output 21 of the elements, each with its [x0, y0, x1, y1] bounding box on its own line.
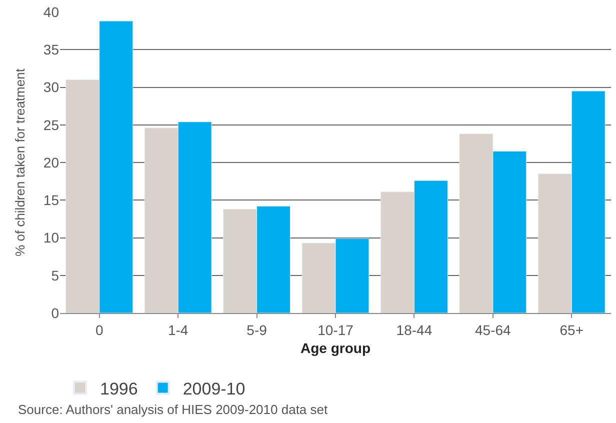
y-tick-label: 10	[43, 230, 60, 246]
x-tick-label: 1-4	[168, 322, 188, 338]
x-tick-label: 18-44	[396, 322, 432, 338]
y-tick-label: 5	[51, 267, 60, 284]
x-tick-label: 0	[95, 322, 104, 338]
source-note: Source: Authors' analysis of HIES 2009-2010 data set	[18, 402, 328, 417]
y-axis-title: % of children taken for treatment	[12, 68, 28, 256]
x-tick-label: 10-17	[318, 322, 354, 338]
y-tick-label: 15	[43, 192, 60, 208]
x-tick-label: 65+	[560, 322, 584, 338]
x-axis-title: Age group	[300, 340, 370, 356]
y-tick-label: 20	[43, 154, 60, 170]
legend-label: 1996	[100, 379, 138, 398]
y-tick-label: 40	[43, 4, 60, 20]
y-tick-label: 25	[43, 116, 60, 133]
y-tick-label: 30	[43, 79, 60, 96]
legend-label: 2009-10	[182, 379, 246, 398]
x-tick-label: 45-64	[475, 322, 512, 338]
y-tick-label: 0	[51, 304, 60, 321]
x-tick-label: 5-9	[246, 322, 268, 338]
y-tick-label: 35	[43, 42, 60, 58]
